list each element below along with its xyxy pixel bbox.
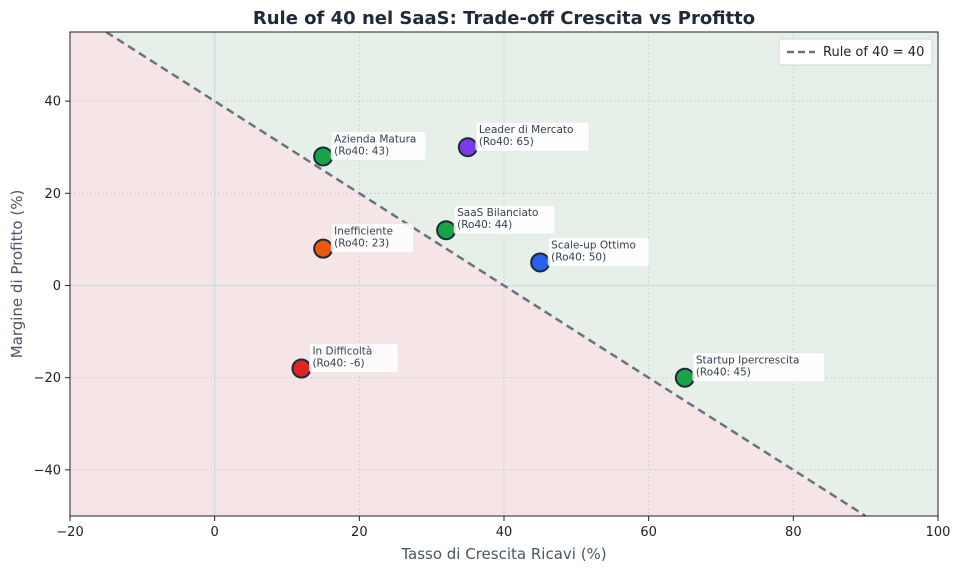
y-tick-label: −20 (34, 371, 61, 386)
annotation-box (453, 204, 556, 235)
point-sublabel: (Ro40: 43) (334, 145, 389, 157)
y-tick-label: 0 (53, 279, 61, 294)
x-ticks: −20 0 20 40 60 80 100 (56, 516, 950, 540)
point-label: Scale-up Ottimo (551, 239, 636, 251)
x-tick-label: 40 (496, 525, 513, 540)
annotation-box (330, 131, 427, 161)
legend-box (778, 38, 933, 66)
x-tick-label: 0 (211, 525, 219, 540)
annotation-box (692, 352, 826, 383)
data-point (313, 238, 334, 259)
point-sublabel: (Ro40: 23) (334, 238, 389, 250)
annotations: Azienda Matura(Ro40: 43) Leader di Mercat… (309, 121, 826, 383)
point-label: Azienda Matura (334, 133, 416, 145)
x-tick-label: 20 (351, 525, 368, 540)
y-ticks: −40 −20 0 20 40 (34, 95, 70, 478)
data-point (313, 146, 334, 167)
rule-of-40-line (105, 30, 867, 518)
rule-line-group (105, 30, 867, 518)
data-point (436, 220, 457, 241)
annotation-box (330, 223, 414, 254)
y-tick-label: 20 (44, 187, 61, 202)
x-axis-label: Tasso di Crescita Ricavi (%) (400, 545, 606, 563)
x-tick-label: 60 (640, 525, 657, 540)
point-label: In Difficoltà (312, 345, 372, 357)
y-axis-label: Margine di Profitto (%) (8, 190, 26, 359)
data-point (530, 252, 551, 273)
x-tick-label: 100 (926, 525, 951, 540)
x-tick-label: −20 (56, 525, 83, 540)
y-tick-label: −40 (34, 463, 61, 478)
data-point (457, 137, 478, 158)
data-point (674, 367, 695, 388)
plot-area: Azienda Matura(Ro40: 43) Leader di Mercat… (69, 30, 939, 518)
point-sublabel: (Ro40: 44) (457, 219, 512, 231)
x-tick-label: 80 (785, 525, 802, 540)
point-label: Leader di Mercato (479, 124, 574, 136)
annotation-box (475, 121, 590, 152)
legend: Rule of 40 = 40 (778, 38, 933, 66)
y-tick-label: 40 (44, 95, 61, 110)
point-label: Startup Ipercrescita (696, 355, 800, 367)
annotation-box (547, 237, 650, 267)
point-sublabel: (Ro40: -6) (312, 357, 364, 369)
point-label: SaaS Bilanciato (457, 207, 538, 219)
data-point (291, 358, 312, 379)
annotation-box (309, 343, 399, 373)
region-below-rule (70, 32, 866, 516)
point-sublabel: (Ro40: 45) (696, 367, 751, 379)
point-label: Inefficiente (334, 226, 393, 238)
point-sublabel: (Ro40: 50) (551, 251, 606, 263)
chart-title: Rule of 40 nel SaaS: Trade-off Crescita … (253, 8, 755, 29)
point-sublabel: (Ro40: 65) (479, 136, 534, 148)
legend-entry: Rule of 40 = 40 (823, 45, 924, 60)
